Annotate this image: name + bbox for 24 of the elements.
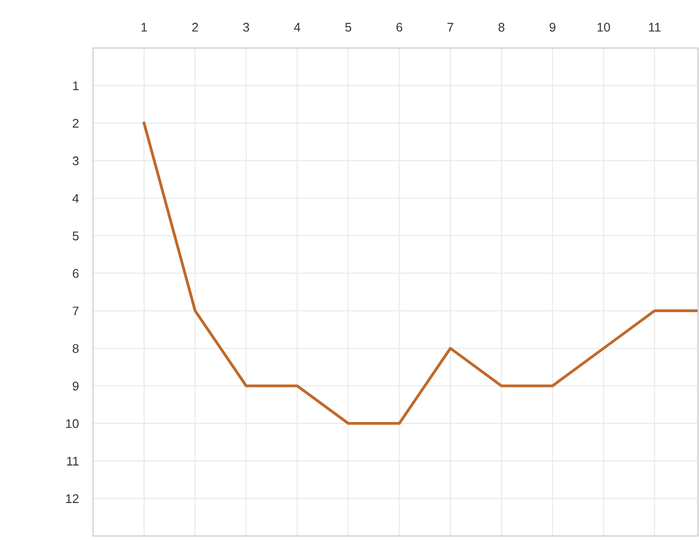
x-tick-label: 6 xyxy=(396,22,402,32)
x-tick-label: 3 xyxy=(243,22,250,32)
y-tick-label: 2 xyxy=(72,118,78,128)
y-tick-label: 11 xyxy=(67,456,78,466)
x-tick-label: 7 xyxy=(448,22,454,32)
x-tick-label: 11 xyxy=(649,22,660,32)
x-tick-label: 10 xyxy=(598,22,610,32)
x-tick-label: 1 xyxy=(142,22,147,32)
x-tick-label: 8 xyxy=(498,22,504,32)
x-tick-label: 2 xyxy=(192,22,198,32)
x-tick-label: 5 xyxy=(345,22,352,32)
y-tick-label: 3 xyxy=(72,156,79,166)
line-series xyxy=(142,122,698,425)
y-tick-label: 12 xyxy=(66,494,78,503)
y-tick-label: 8 xyxy=(72,344,79,353)
y-tick-label: 10 xyxy=(66,419,79,428)
x-tick-label: 4 xyxy=(294,22,300,32)
y-tick-label: 4 xyxy=(72,194,79,203)
y-tick-label: 9 xyxy=(72,382,79,390)
y-tick-label: 7 xyxy=(72,306,78,316)
y-tick-label: 5 xyxy=(72,232,79,240)
y-tick-label: 1 xyxy=(73,81,78,90)
y-tick-label: 6 xyxy=(72,269,79,278)
x-tick-label: 9 xyxy=(550,22,556,32)
